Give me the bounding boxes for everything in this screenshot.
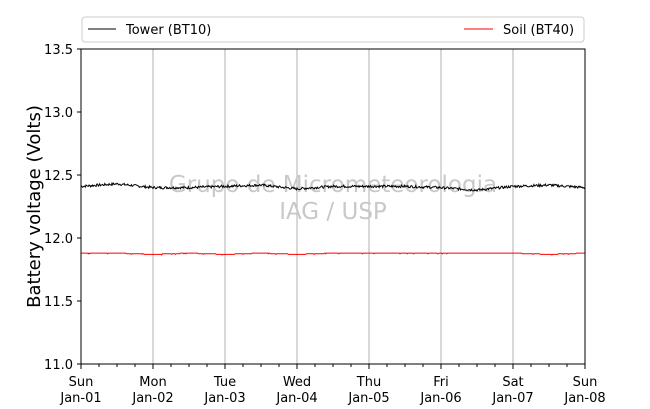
x-tick-day-6: Sat — [502, 375, 523, 390]
x-tick-day-2: Tue — [213, 375, 236, 390]
x-tick-day-1: Mon — [139, 375, 166, 390]
y-tick-label-2: 12.0 — [44, 232, 73, 247]
y-axis-label: Battery voltage (Volts) — [24, 105, 45, 308]
gridlines — [152, 49, 514, 364]
x-tick-day-7: Sun — [573, 375, 598, 390]
x-tick-day-3: Wed — [283, 375, 311, 390]
x-tick-date-5: Jan-06 — [419, 391, 461, 406]
y-tick-label-1: 11.5 — [44, 295, 73, 310]
x-tick-date-1: Jan-02 — [131, 391, 173, 406]
x-axis: SunJan-01MonJan-02TueJan-03WedJan-04ThuJ… — [59, 364, 606, 406]
series-line-0 — [80, 181, 586, 193]
y-tick-label-0: 11.0 — [44, 358, 73, 373]
x-tick-date-6: Jan-07 — [491, 391, 533, 406]
watermark-line-1: IAG / USP — [279, 199, 387, 225]
legend: Tower (BT10) Soil (BT40) — [81, 16, 585, 43]
x-tick-day-4: Thu — [356, 375, 381, 390]
x-tick-date-7: Jan-08 — [563, 391, 605, 406]
legend-label-1: Soil (BT40) — [503, 23, 574, 38]
legend-label-0: Tower (BT10) — [125, 23, 211, 38]
legend-box — [81, 16, 585, 43]
x-tick-date-0: Jan-01 — [59, 391, 101, 406]
series-line-1 — [81, 252, 585, 256]
y-axis: 11.0 11.5 12.0 12.5 13.0 13.5 — [44, 43, 81, 373]
series-layer — [80, 181, 586, 256]
watermark-line-0: Grupo de Micrometeorologia — [169, 172, 497, 198]
y-tick-label-5: 13.5 — [44, 43, 73, 58]
x-tick-date-2: Jan-03 — [203, 391, 245, 406]
y-tick-label-4: 13.0 — [44, 106, 73, 121]
y-tick-label-3: 12.5 — [44, 169, 73, 184]
x-tick-date-3: Jan-04 — [275, 391, 317, 406]
x-tick-day-5: Fri — [433, 375, 449, 390]
x-tick-date-4: Jan-05 — [347, 391, 389, 406]
x-tick-day-0: Sun — [69, 375, 94, 390]
